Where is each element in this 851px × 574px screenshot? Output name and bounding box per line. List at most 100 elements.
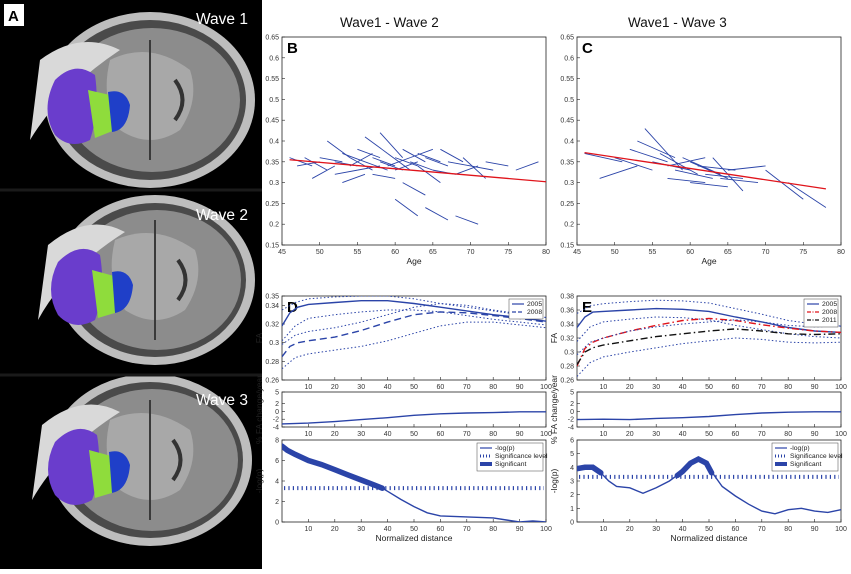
x-tick-label: 60 [391, 249, 399, 256]
x-tick-label: 90 [811, 526, 819, 533]
subject-line [425, 157, 449, 167]
y-tick-label: 0.36 [560, 308, 574, 315]
y-tick-label: 0.5 [269, 97, 279, 104]
x-tick-label: 100 [835, 526, 847, 533]
subject-line [425, 207, 449, 221]
y-tick-label: -4 [568, 425, 574, 432]
x-tick-label: 100 [540, 431, 552, 438]
y-axis-label: -log(p) [549, 469, 559, 494]
plot-area [282, 411, 546, 425]
y-tick-label: 0.4 [564, 139, 574, 146]
y-tick-label: 0.55 [560, 76, 574, 83]
series-2011-upper [577, 319, 841, 356]
y-axis-label: FA [254, 332, 264, 343]
subject-line [364, 161, 388, 171]
x-tick-label: 70 [463, 431, 471, 438]
wave-2-label: Wave 2 [196, 207, 248, 224]
subject-line [319, 157, 343, 163]
x-tick-label: 90 [811, 431, 819, 438]
subject-line [394, 198, 419, 217]
y-tick-label: 0.3 [269, 340, 279, 347]
y-tick-label: 0.15 [265, 243, 279, 250]
x-tick-label: 80 [489, 384, 497, 391]
y-tick-label: 0.6 [269, 55, 279, 62]
ventricle [176, 258, 188, 302]
y-tick-label: 0.38 [560, 294, 574, 301]
legend-entry: Significant [790, 461, 821, 468]
series-2008 [577, 317, 841, 367]
x-tick-label: 60 [437, 526, 445, 533]
subject-line [629, 148, 668, 163]
subject-line [727, 165, 766, 171]
y-tick-label: 0.3 [564, 180, 574, 187]
subject-line [334, 169, 358, 175]
x-tick-label: 40 [679, 526, 687, 533]
subject-line [470, 165, 494, 171]
subject-line [515, 161, 539, 171]
x-tick-label: 80 [784, 431, 792, 438]
bone-edge [30, 42, 120, 140]
x-tick-label: 100 [835, 431, 847, 438]
x-tick-label: 80 [542, 249, 550, 256]
x-tick-label: 60 [437, 431, 445, 438]
x-tick-label: 30 [652, 384, 660, 391]
wave-1-label: Wave 1 [196, 11, 248, 28]
subject-line [357, 148, 381, 159]
x-tick-label: 50 [410, 431, 418, 438]
subject-line [462, 157, 486, 179]
subject-line [394, 157, 418, 167]
x-tick-label: 70 [467, 249, 475, 256]
subject-line [614, 157, 653, 171]
y-tick-label: 0.45 [265, 118, 279, 125]
series-significant-2 [674, 456, 715, 479]
x-tick-label: 100 [540, 526, 552, 533]
x-tick-label: 90 [516, 384, 524, 391]
series-significant [282, 443, 386, 491]
brain-scan-wave-2 [38, 195, 255, 365]
legend-entry: Significant [495, 461, 526, 468]
x-tick-label: 60 [732, 431, 740, 438]
trend-line [584, 152, 827, 190]
subject-line [720, 177, 759, 184]
x-tick-label: 50 [611, 249, 619, 256]
subject-line [342, 153, 366, 163]
subject-line [599, 165, 638, 179]
y-tick-label: 0.6 [564, 55, 574, 62]
x-tick-label: 70 [463, 384, 471, 391]
x-tick-label: 80 [837, 249, 845, 256]
y-axis-label: -log(p) [254, 469, 264, 494]
panel-label-a: A [8, 8, 19, 25]
series-2008 [282, 311, 546, 358]
x-tick-label: 50 [705, 384, 713, 391]
panel-label-b: B [287, 40, 298, 57]
x-tick-label: 20 [626, 526, 634, 533]
y-tick-label: 2 [570, 492, 574, 499]
y-tick-label: 0.26 [265, 378, 279, 385]
x-tick-label: 40 [679, 384, 687, 391]
tract-blue [109, 451, 130, 493]
plot-area [577, 411, 841, 421]
y-tick-label: 0.65 [560, 35, 574, 42]
subject-line [311, 165, 336, 179]
x-tick-label: 45 [278, 249, 286, 256]
y-tick-label: 2 [570, 401, 574, 408]
y-tick-label: 0.26 [560, 378, 574, 385]
y-axis-label: FA [549, 332, 559, 343]
plot-area [577, 456, 841, 515]
legend-entry: 2005 [822, 301, 837, 308]
x-tick-label: 70 [758, 384, 766, 391]
subject-line [667, 177, 706, 184]
chart-D_mid: 10 20 30 40 50 60 70 80 90 100 -4-202 5 % FA change/… [254, 375, 552, 444]
y-tick-label: 0.34 [265, 303, 279, 310]
x-tick-label: 50 [410, 384, 418, 391]
y-tick-label: 0.45 [560, 118, 574, 125]
x-tick-label: 30 [357, 526, 365, 533]
y-tick-label: -4 [273, 425, 279, 432]
subject-line [410, 148, 434, 159]
legend-entry: -log(p) [495, 445, 515, 452]
subject-line [690, 182, 728, 188]
panel-label-d: D [287, 299, 298, 316]
tract-blue [112, 271, 133, 313]
y-tick-label: 0.3 [564, 350, 574, 357]
y-tick-label: 5 [570, 390, 574, 397]
